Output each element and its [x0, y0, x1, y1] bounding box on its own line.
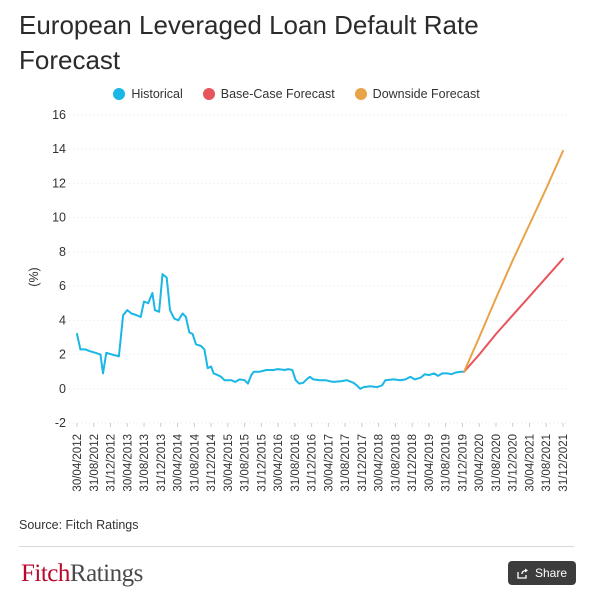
legend-item-historical[interactable]: Historical — [113, 87, 183, 101]
y-tick-label: 0 — [59, 382, 66, 396]
x-tick-label: 31/08/2019 — [441, 434, 453, 492]
x-tick-label: 30/04/2020 — [474, 434, 486, 492]
x-tick-label: 31/08/2014 — [189, 433, 201, 491]
x-tick-label: 31/08/2021 — [541, 434, 553, 492]
x-tick-label: 31/12/2014 — [206, 433, 218, 491]
x-tick-label: 31/08/2018 — [390, 434, 402, 492]
x-tick-label: 30/04/2012 — [72, 434, 84, 492]
y-tick-label: 10 — [52, 211, 66, 225]
brand-part-fitch: Fitch — [21, 560, 70, 587]
legend-label-base-case: Base-Case Forecast — [220, 87, 335, 101]
y-axis-label: (%) — [27, 267, 41, 286]
x-tick-label: 31/12/2015 — [256, 434, 268, 492]
x-tick-label: 31/12/2013 — [156, 434, 168, 492]
x-tick-label: 31/12/2020 — [508, 434, 520, 492]
x-tick-label: 31/12/2016 — [307, 434, 319, 492]
legend-swatch-base-case — [202, 88, 215, 100]
series-line-downside-forecast[interactable] — [463, 149, 564, 373]
legend-item-base-case[interactable]: Base-Case Forecast — [202, 87, 335, 101]
y-tick-label: 14 — [52, 142, 66, 156]
y-axis-ticks: -2 0 2 4 6 8 10 12 14 16 — [52, 108, 66, 430]
legend-swatch-downside — [354, 88, 367, 100]
x-tick-label: 30/04/2015 — [223, 434, 235, 492]
y-tick-label: 16 — [52, 108, 66, 122]
source-note: Source: Fitch Ratings — [19, 518, 139, 532]
x-tick-label: 31/12/2019 — [457, 434, 469, 492]
legend-label-downside: Downside Forecast — [372, 87, 480, 101]
y-tick-label: 12 — [52, 176, 66, 190]
x-tick-label: 31/08/2017 — [340, 434, 352, 492]
share-icon — [517, 568, 529, 579]
brand-part-ratings: Ratings — [69, 560, 143, 587]
y-tick-label: 8 — [59, 245, 66, 259]
x-tick-label: 31/12/2018 — [407, 434, 419, 492]
chart-legend: Historical Base-Case Forecast Downside F… — [0, 87, 593, 101]
x-tick-label: 30/04/2019 — [424, 434, 436, 492]
x-tick-label: 31/08/2013 — [139, 434, 151, 492]
x-tick-label: 30/04/2014 — [173, 433, 185, 491]
y-tick-label: 4 — [59, 313, 66, 327]
grid-layer — [69, 114, 568, 424]
x-tick-label: 31/12/2021 — [558, 434, 570, 492]
x-axis-ticks: 30/04/2012 31/08/2012 31/12/2012 30/04/2013… — [72, 423, 570, 492]
x-tick-label: 30/04/2018 — [374, 434, 386, 492]
x-tick-label: 30/04/2013 — [122, 434, 134, 492]
y-tick-label: 6 — [59, 279, 66, 293]
y-tick-label: 2 — [59, 348, 66, 362]
share-button[interactable]: Share — [508, 561, 576, 585]
series-layer — [76, 149, 564, 390]
chart-plot: -2 0 2 4 6 8 10 12 14 16 30/04/2012 31/08/2012 31/1… — [27, 108, 570, 492]
x-tick-label: 30/04/2016 — [273, 434, 285, 492]
legend-label-historical: Historical — [131, 87, 183, 101]
x-tick-label: 31/12/2012 — [106, 434, 118, 492]
x-tick-label: 31/08/2012 — [89, 434, 101, 492]
series-line-historical[interactable] — [76, 273, 466, 390]
y-tick-label: -2 — [55, 416, 66, 430]
share-label: Share — [534, 566, 568, 580]
x-tick-label: 31/08/2020 — [491, 434, 503, 492]
x-tick-label: 31/12/2017 — [357, 434, 369, 492]
chart-title: European Leveraged Loan Default Rate For… — [19, 10, 479, 75]
fitch-ratings-logo: FitchRatings — [21, 560, 143, 588]
x-tick-label: 30/04/2017 — [323, 434, 335, 492]
series-line-base-case-forecast[interactable] — [463, 257, 564, 373]
legend-item-downside[interactable]: Downside Forecast — [354, 87, 480, 101]
footer-divider — [19, 546, 574, 547]
x-tick-label: 31/08/2016 — [290, 434, 302, 492]
legend-swatch-historical — [113, 88, 126, 100]
x-tick-label: 31/08/2015 — [240, 434, 252, 492]
x-tick-label: 30/04/2021 — [524, 434, 536, 492]
